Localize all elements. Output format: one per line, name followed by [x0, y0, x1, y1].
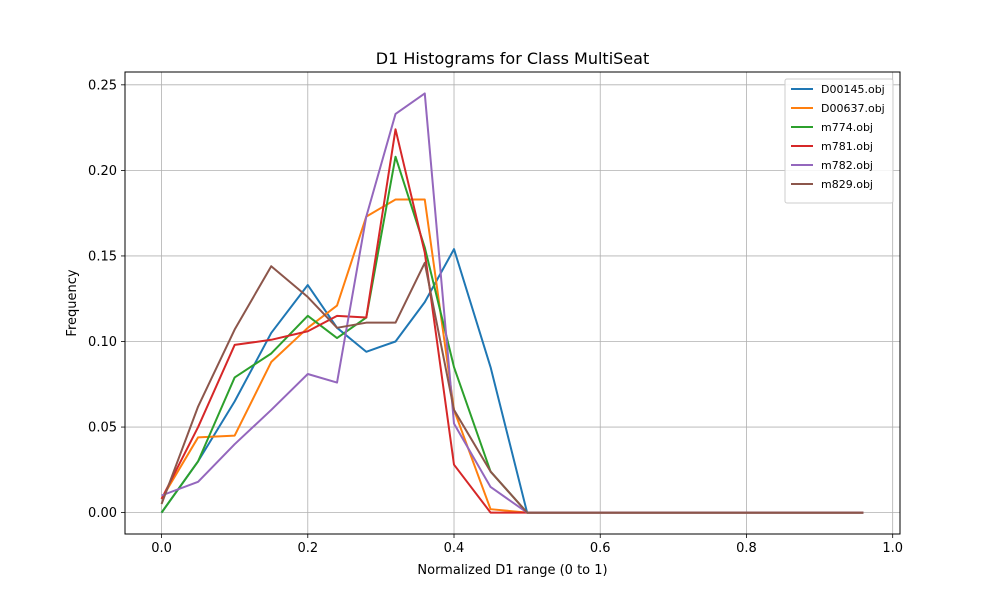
plot-frame	[124, 71, 901, 535]
x-tick-label: 0.2	[297, 541, 318, 556]
axis-ticks: 0.0 0.2 0.4 0.6 0.8 1.0 0.00 0.05 0.10 0.15 0.20 0.…	[88, 78, 903, 556]
y-axis-label: Frequency	[65, 269, 80, 336]
x-tick-label: 1.0	[882, 541, 903, 556]
legend-label: m829.obj	[821, 178, 873, 191]
y-tick-label: 0.15	[88, 249, 117, 264]
y-tick-label: 0.05	[88, 421, 117, 436]
x-tick-label: 0.4	[444, 541, 465, 556]
legend-label: m782.obj	[821, 159, 873, 172]
y-tick-label: 0.25	[88, 78, 117, 93]
y-tick-label: 0.20	[88, 164, 117, 179]
legend-label: m774.obj	[821, 121, 873, 134]
x-tick-label: 0.6	[590, 541, 611, 556]
chart-title: D1 Histograms for Class MultiSeat	[376, 49, 649, 68]
legend-box	[784, 78, 894, 204]
legend-label: D00145.obj	[821, 83, 885, 96]
legend-label: D00637.obj	[821, 102, 885, 115]
legend: D00145.obj D00637.obj m774.obj m781.obj m782…	[784, 78, 894, 204]
x-tick-label: 0.0	[151, 541, 172, 556]
series-lines	[160, 92, 864, 514]
y-tick-label: 0.10	[88, 335, 117, 350]
x-axis-label: Normalized D1 range (0 to 1)	[417, 563, 607, 578]
x-tick-label: 0.8	[736, 541, 757, 556]
series-line-6	[160, 261, 864, 514]
y-tick-label: 0.00	[88, 506, 117, 521]
legend-label: m781.obj	[821, 140, 873, 153]
